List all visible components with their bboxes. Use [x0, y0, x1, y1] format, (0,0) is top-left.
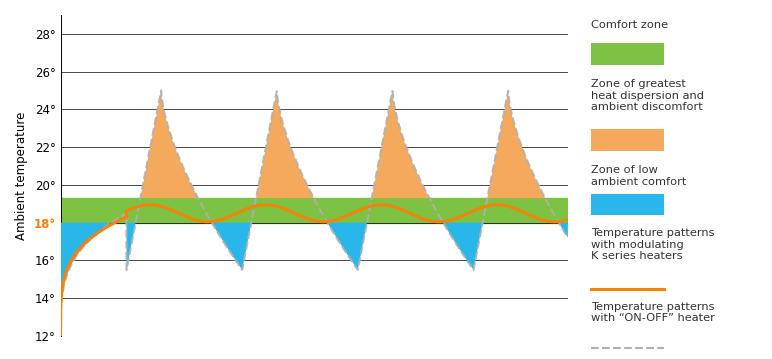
Text: Temperature patterns
with modulating
K series heaters: Temperature patterns with modulating K s…: [591, 228, 714, 261]
Bar: [60, 198, 568, 223]
Text: Zone of greatest
heat dispersion and
ambient discomfort: Zone of greatest heat dispersion and amb…: [591, 79, 703, 112]
Y-axis label: Ambient temperature: Ambient temperature: [15, 111, 28, 240]
Text: Temperature patterns
with “ON-OFF” heater: Temperature patterns with “ON-OFF” heate…: [591, 302, 714, 323]
Text: Comfort zone: Comfort zone: [591, 20, 668, 30]
Text: Zone of low
ambient comfort: Zone of low ambient comfort: [591, 165, 686, 187]
